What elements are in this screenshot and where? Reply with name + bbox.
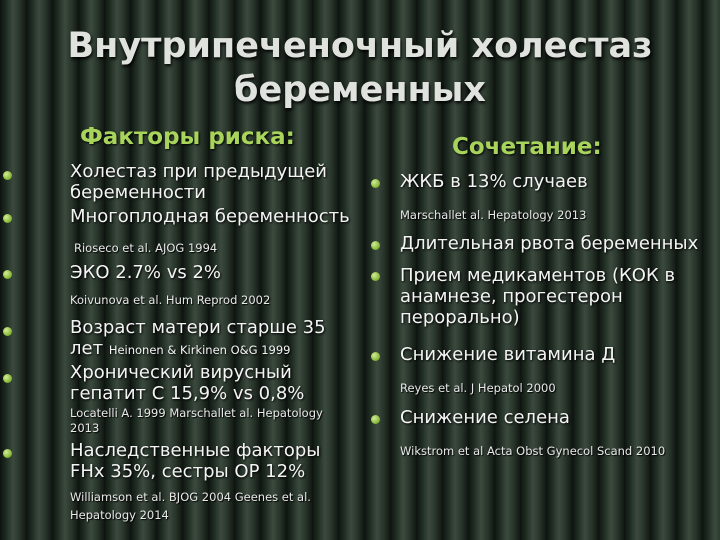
bullet-hereditary: Наследственные факторы FHx 35%, сестры O…	[70, 440, 321, 482]
bullet-medications: Прием медикаментов (КОК в анамнезе, прог…	[400, 265, 676, 328]
bullet-icon	[371, 352, 380, 361]
slide-title-line-1: Внутрипеченочный холестаз	[67, 26, 653, 66]
bullet-maternal-age: Возраст матери старше 35 лет Heinonen & …	[70, 317, 326, 359]
bullet-hyperemesis: Длительная рвота беременных	[400, 233, 699, 254]
bullet-prior-cholestasis: Холестаз при предыдущей беременности	[70, 161, 327, 203]
risk-factors-heading: Факторы риска:	[80, 124, 295, 150]
reference-reyes: Reyes et al. J Hepatol 2000	[400, 381, 556, 395]
slide-title-line-2: беременных	[234, 70, 486, 110]
reference-locatelli: Locatelli A. 1999 Marschallet al. Hepato…	[70, 406, 323, 435]
bullet-icon	[3, 327, 12, 336]
bullet-vitamin-d: Снижение витамина Д	[400, 344, 616, 365]
bullet-icon	[371, 415, 380, 424]
bullet-icon	[371, 241, 380, 250]
combination-heading: Сочетание:	[452, 134, 602, 160]
bullet-icon	[3, 270, 12, 279]
reference-marschall: Marschallet al. Hepatology 2013	[400, 208, 587, 222]
reference-williamson: Williamson et al. BJOG 2004 Geenes et al…	[70, 490, 311, 522]
bullet-icon	[371, 272, 380, 281]
bullet-icon	[3, 214, 12, 223]
bullet-icon	[3, 374, 12, 383]
bullet-multiple-pregnancy: Многоплодная беременность	[70, 206, 350, 227]
reference-heinonen: Heinonen & Kirkinen O&G 1999	[108, 343, 291, 357]
bullet-selenium: Снижение селена	[400, 407, 570, 428]
reference-koivunova: Koivunova et al. Hum Reprod 2002	[70, 293, 271, 307]
bullet-gallstones: ЖКБ в 13% случаев	[400, 171, 588, 192]
bullet-ivf: ЭКО 2.7% vs 2%	[70, 262, 221, 283]
bullet-icon	[371, 179, 380, 188]
slide-title: Внутрипеченочный холестаз беременных	[0, 24, 720, 112]
reference-wikstrom: Wikstrom et al Acta Obst Gynecol Scand 2…	[400, 444, 666, 458]
reference-rioseco: Rioseco et al. AJOG 1994	[74, 241, 218, 255]
bullet-icon	[3, 449, 12, 458]
bullet-hepatitis-c: Хронический вирусный гепатит С 15,9% vs …	[70, 362, 305, 404]
bullet-icon	[3, 171, 12, 180]
